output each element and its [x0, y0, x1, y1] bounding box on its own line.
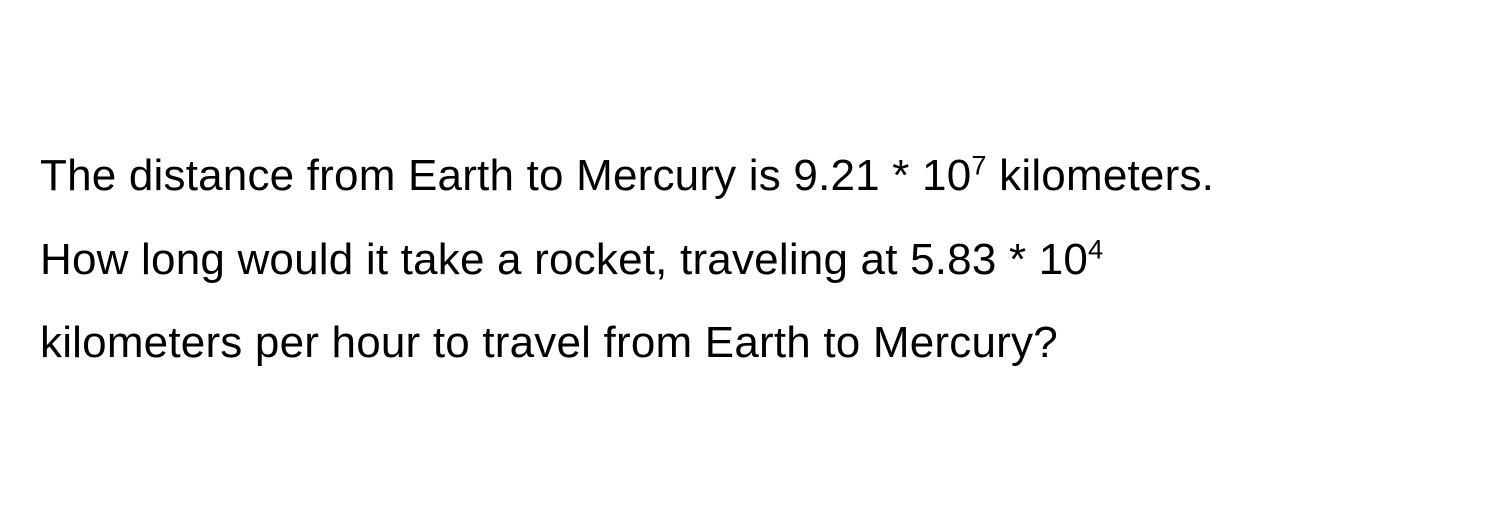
text-segment-3: kilometers per hour to travel from Earth…	[40, 318, 1058, 367]
problem-container: The distance from Earth to Mercury is 9.…	[0, 0, 1500, 385]
speed-exponent: 4	[1088, 233, 1103, 264]
distance-exponent: 7	[971, 149, 986, 180]
text-segment-1: The distance from Earth to Mercury is 9.…	[40, 151, 971, 200]
problem-statement: The distance from Earth to Mercury is 9.…	[40, 134, 1220, 385]
